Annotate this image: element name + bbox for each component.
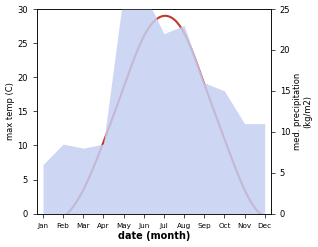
Y-axis label: med. precipitation
(kg/m2): med. precipitation (kg/m2): [293, 73, 313, 150]
Y-axis label: max temp (C): max temp (C): [5, 82, 15, 140]
X-axis label: date (month): date (month): [118, 231, 190, 242]
